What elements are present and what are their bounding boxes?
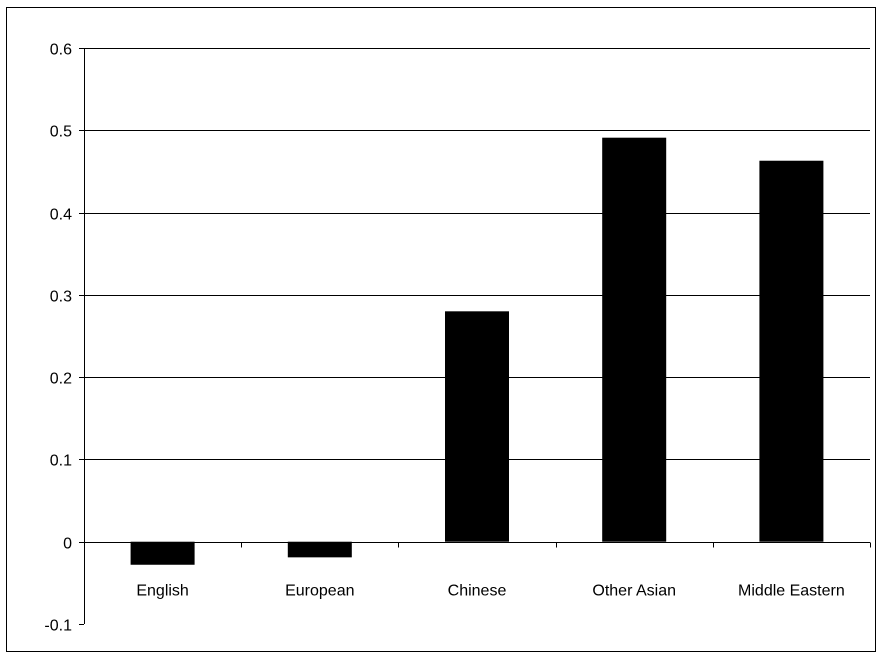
x-category-label: Other Asian <box>592 583 676 600</box>
x-category-label: Chinese <box>448 583 507 600</box>
axes <box>79 48 871 625</box>
y-tick-label: 0.3 <box>50 289 72 306</box>
y-axis-tick-labels: 0.6 0.5 0.4 0.3 0.2 0.1 0 -0.1 <box>44 42 72 635</box>
y-tick-label: 0.1 <box>50 453 72 470</box>
y-tick-label: 0.5 <box>50 124 72 141</box>
bar <box>287 541 352 558</box>
x-category-label: English <box>136 583 188 600</box>
bars <box>130 137 824 565</box>
y-tick-label: 0.2 <box>50 371 72 388</box>
bar <box>445 311 509 542</box>
bar <box>759 160 824 542</box>
bar <box>130 541 195 565</box>
x-axis-category-labels: English European Chinese Other Asian Middle … <box>136 583 844 600</box>
x-category-label: Middle Eastern <box>738 583 845 600</box>
y-tick-label: 0.6 <box>50 42 72 59</box>
x-category-label: European <box>285 583 354 600</box>
bar <box>602 137 667 542</box>
y-tick-label: 0.4 <box>50 207 72 224</box>
y-tick-label: -0.1 <box>44 618 72 635</box>
y-tick-label: 0 <box>63 536 72 553</box>
